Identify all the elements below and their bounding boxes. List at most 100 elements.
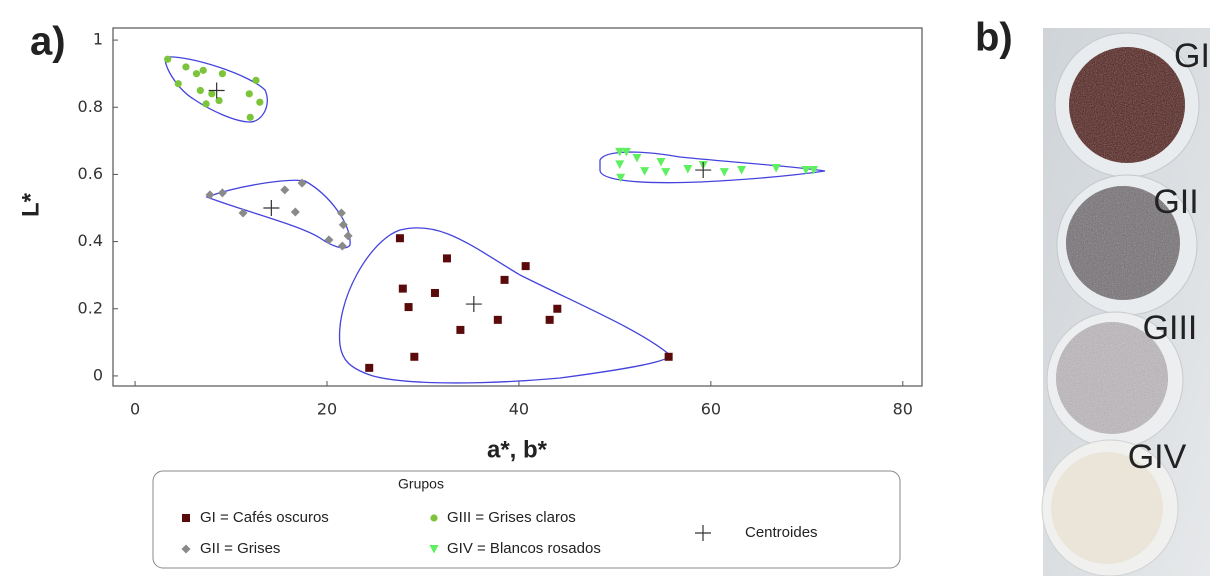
- data-point: [683, 165, 693, 174]
- data-point: [656, 157, 666, 167]
- plot-frame: [112, 27, 923, 387]
- y-tick-label: 0.6: [78, 164, 103, 183]
- data-point: [661, 168, 671, 177]
- data-point: [196, 86, 204, 95]
- contour: [338, 227, 671, 384]
- legend-marker: [695, 525, 711, 541]
- data-point: [215, 96, 223, 105]
- data-point: [404, 303, 413, 312]
- sample-texture: [1066, 186, 1180, 300]
- y-tick-label: 1: [93, 30, 103, 49]
- data-point: [398, 284, 407, 293]
- data-point: [410, 352, 419, 361]
- data-point: [280, 185, 290, 195]
- x-axis-label: a*, b*: [487, 436, 548, 463]
- x-tick-label: 60: [701, 400, 721, 419]
- data-point: [616, 173, 626, 183]
- data-point: [336, 208, 346, 218]
- y-tick-label: 0.4: [78, 231, 103, 250]
- legend-label: GIV = Blancos rosados: [447, 540, 601, 557]
- contour: [599, 151, 826, 184]
- data-point: [202, 100, 210, 108]
- data-point: [343, 231, 353, 241]
- sample-texture: [1069, 47, 1185, 163]
- data-point: [719, 168, 729, 177]
- data-point: [801, 166, 811, 175]
- data-point: [208, 90, 216, 98]
- data-point: [263, 200, 280, 217]
- y-tick-label: 0.8: [78, 97, 103, 116]
- data-point: [192, 70, 201, 78]
- legend: [152, 470, 901, 569]
- legend-marker: [429, 545, 439, 554]
- data-point: [553, 304, 562, 313]
- photo-label: GI: [1174, 37, 1210, 75]
- photo-label: GIII: [1143, 309, 1198, 347]
- sample-texture: [1056, 322, 1168, 434]
- data-point: [695, 162, 712, 179]
- x-tick-label: 80: [893, 400, 913, 419]
- y-axis-label: L*: [17, 192, 44, 217]
- data-point: [365, 363, 374, 372]
- legend-marker: [430, 514, 438, 522]
- data-point: [640, 167, 650, 176]
- data-point: [465, 296, 482, 313]
- panel-label: a): [30, 20, 66, 64]
- data-point: [615, 147, 625, 157]
- legend-label: Centroides: [745, 524, 818, 541]
- photo-label: GIV: [1128, 438, 1187, 476]
- data-point: [430, 288, 439, 297]
- data-point: [290, 207, 300, 217]
- data-point: [337, 241, 347, 251]
- data-point: [632, 153, 642, 163]
- x-tick-label: 20: [317, 400, 337, 419]
- group-contours: [164, 56, 826, 384]
- photo-bowls: [1041, 32, 1200, 576]
- legend-label: GII = Grises: [200, 540, 280, 557]
- panel-label: b): [975, 16, 1013, 60]
- data-point: [664, 352, 673, 361]
- data-point: [338, 220, 348, 230]
- data-point: [493, 315, 502, 324]
- x-tick-label: 0: [130, 400, 140, 419]
- data-point: [456, 325, 465, 334]
- contour: [164, 56, 268, 123]
- data-point: [205, 190, 215, 200]
- data-point: [324, 235, 334, 245]
- data-point: [246, 113, 254, 121]
- data-point: [217, 188, 227, 198]
- data-point: [737, 166, 747, 175]
- legend-marker: [182, 514, 190, 522]
- data-point: [208, 82, 225, 99]
- data-point: [545, 315, 554, 324]
- data-point: [252, 76, 260, 84]
- legend-label: GI = Cafés oscuros: [200, 509, 329, 526]
- sample: [1051, 452, 1163, 564]
- data-point: [199, 66, 207, 74]
- y-tick-label: 0: [93, 365, 103, 384]
- data-point: [238, 208, 248, 218]
- x-tick-label: 40: [509, 400, 529, 419]
- data-point: [395, 234, 404, 243]
- contour: [205, 179, 351, 249]
- data-point: [809, 166, 819, 175]
- data-point: [621, 147, 631, 157]
- y-tick-label: 0.2: [78, 298, 103, 317]
- photo-label: GII: [1153, 183, 1198, 221]
- data-point: [174, 80, 182, 88]
- data-point: [182, 63, 190, 71]
- data-point: [521, 262, 530, 271]
- data-point: [771, 164, 781, 173]
- data-point: [500, 275, 509, 284]
- data-point: [256, 98, 264, 106]
- data-point: [297, 178, 307, 188]
- data-point: [218, 70, 227, 78]
- data-point: [615, 160, 625, 169]
- data-point: [245, 90, 253, 98]
- data-point: [442, 254, 451, 263]
- legend-label: GIII = Grises claros: [447, 509, 576, 526]
- legend-title: Grupos: [398, 476, 444, 492]
- data-point: [164, 55, 172, 63]
- legend-marker: [181, 544, 191, 554]
